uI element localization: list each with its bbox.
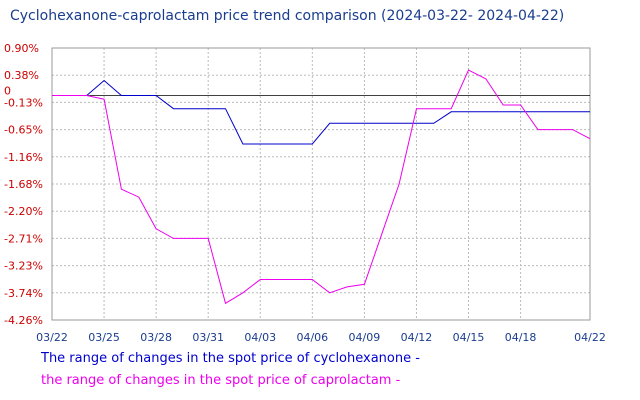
y-tick-label: -4.26% — [4, 314, 43, 327]
y-tick-label: -3.23% — [4, 260, 43, 273]
y-tick-label: -2.71% — [4, 232, 43, 245]
y-tick-label: -2.20% — [4, 205, 43, 218]
chart-title: Cyclohexanone-caprolactam price trend co… — [10, 8, 565, 24]
y-tick-label: 0.38% — [4, 69, 39, 82]
x-tick-label: 03/22 — [36, 331, 68, 344]
y-tick-label: -0.13% — [4, 96, 43, 109]
y-tick-label: 0.90% — [4, 42, 39, 55]
legend-caprolactam: the range of changes in the spot price o… — [41, 373, 401, 388]
x-tick-label: 04/15 — [453, 331, 485, 344]
x-tick-label: 04/09 — [349, 331, 381, 344]
y-tick-label: -0.65% — [4, 124, 43, 137]
x-tick-label: 04/12 — [401, 331, 433, 344]
x-tick-label: 04/18 — [505, 331, 537, 344]
x-tick-label: 04/22 — [574, 331, 606, 344]
x-tick-label: 04/06 — [296, 331, 328, 344]
x-tick-label: 03/28 — [140, 331, 172, 344]
y-tick-label: -1.16% — [4, 151, 43, 164]
y-tick-label: -1.68% — [4, 178, 43, 191]
y-tick-label: -3.74% — [4, 287, 43, 300]
plot-frame — [51, 47, 591, 321]
caprolactam-series-line — [52, 69, 591, 305]
y-tick-label: 0 — [4, 84, 11, 97]
x-tick-label: 03/25 — [88, 331, 120, 344]
legend-cyclohexanone: The range of changes in the spot price o… — [41, 351, 420, 366]
x-tick-label: 03/31 — [192, 331, 224, 344]
x-tick-label: 04/03 — [244, 331, 276, 344]
cyclohexanone-series-line — [52, 79, 590, 145]
